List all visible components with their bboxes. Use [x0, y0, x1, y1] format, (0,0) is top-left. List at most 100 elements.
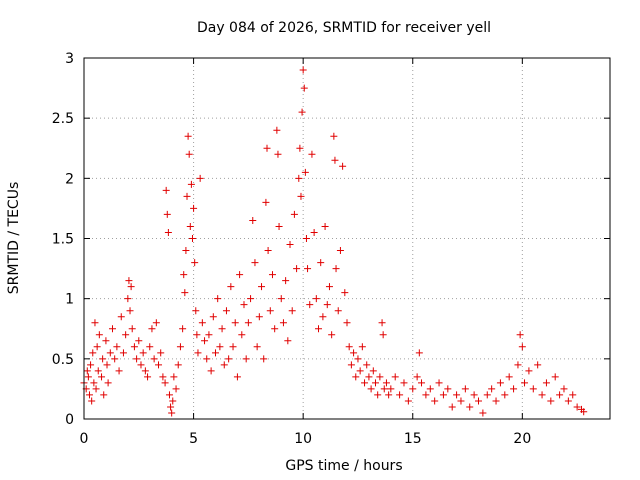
data-point: [98, 373, 106, 381]
data-point: [128, 325, 136, 333]
data-point: [103, 361, 111, 369]
data-point: [164, 228, 172, 236]
data-point: [124, 295, 132, 303]
data-point: [87, 361, 95, 369]
data-point: [319, 313, 327, 321]
data-point: [516, 331, 524, 339]
data-point: [439, 391, 447, 399]
data-point: [431, 397, 439, 405]
data-point: [157, 349, 165, 357]
data-point: [244, 319, 252, 327]
data-point: [396, 391, 404, 399]
data-point: [113, 343, 121, 351]
data-point: [186, 222, 194, 230]
data-point: [212, 349, 219, 357]
data-point: [352, 373, 360, 381]
data-point: [218, 325, 226, 333]
data-point: [323, 301, 331, 309]
data-point: [159, 373, 167, 381]
data-point: [378, 319, 386, 327]
x-tick-label: 10: [294, 431, 312, 447]
data-point: [274, 150, 282, 158]
data-point: [385, 391, 393, 399]
data-point: [90, 379, 98, 387]
data-point: [88, 397, 96, 405]
data-point: [260, 355, 268, 363]
data-point: [273, 126, 281, 134]
data-point: [187, 180, 195, 188]
data-point: [387, 385, 395, 393]
data-point: [194, 349, 202, 357]
data-point: [556, 391, 564, 399]
data-point: [139, 349, 147, 357]
data-point: [119, 349, 127, 357]
data-point: [521, 379, 529, 387]
data-points: [80, 66, 588, 417]
data-point: [162, 186, 170, 194]
data-point: [317, 259, 325, 267]
data-point: [180, 271, 188, 279]
data-point: [275, 222, 283, 230]
data-point: [299, 66, 307, 74]
data-point: [284, 337, 292, 345]
grid-lines: [84, 58, 610, 419]
data-point: [391, 373, 399, 381]
data-point: [354, 355, 362, 363]
data-point: [298, 108, 306, 116]
data-point: [422, 391, 430, 399]
y-tick-label: 3: [65, 51, 74, 67]
y-axis-label: SRMTID / TECUs: [6, 182, 22, 295]
data-point: [238, 331, 246, 339]
data-point: [258, 283, 266, 291]
data-point: [312, 295, 320, 303]
data-point: [501, 391, 509, 399]
data-point: [542, 379, 550, 387]
data-point: [448, 403, 456, 411]
data-point: [203, 355, 211, 363]
data-point: [192, 307, 200, 315]
data-point: [483, 391, 491, 399]
data-point: [363, 361, 371, 369]
data-point: [505, 373, 513, 381]
data-point: [529, 385, 537, 393]
data-point: [201, 337, 209, 345]
data-point: [99, 355, 107, 363]
data-point: [308, 150, 316, 158]
data-point: [297, 192, 305, 200]
data-point: [89, 349, 97, 357]
data-point: [117, 313, 125, 321]
data-point: [306, 301, 314, 309]
data-point: [104, 379, 112, 387]
data-point: [84, 373, 92, 381]
data-point: [122, 331, 130, 339]
data-point: [95, 331, 103, 339]
x-tick-label: 15: [404, 431, 422, 447]
data-point: [266, 307, 274, 315]
data-point: [564, 397, 572, 405]
data-point: [525, 367, 533, 375]
data-point: [435, 379, 443, 387]
data-point: [111, 355, 119, 363]
data-point: [347, 361, 355, 369]
data-point: [569, 391, 577, 399]
data-point: [345, 343, 353, 351]
data-point: [400, 379, 408, 387]
data-point: [172, 385, 180, 393]
data-point: [295, 174, 303, 182]
data-point: [382, 379, 390, 387]
data-point: [300, 84, 308, 92]
data-point: [534, 361, 542, 369]
x-tick-label: 0: [80, 431, 89, 447]
data-point: [207, 367, 215, 375]
data-point: [279, 319, 287, 327]
data-point: [115, 367, 123, 375]
data-point: [191, 259, 199, 267]
data-point: [161, 379, 169, 387]
data-point: [302, 235, 310, 242]
data-point: [268, 271, 276, 279]
data-point: [127, 283, 135, 291]
data-point: [301, 168, 309, 176]
y-tick-label: 0.5: [52, 352, 74, 368]
data-point: [188, 235, 196, 242]
y-tick-labels: 0 0.5 1 1.5 2 2.5 3: [52, 51, 74, 428]
